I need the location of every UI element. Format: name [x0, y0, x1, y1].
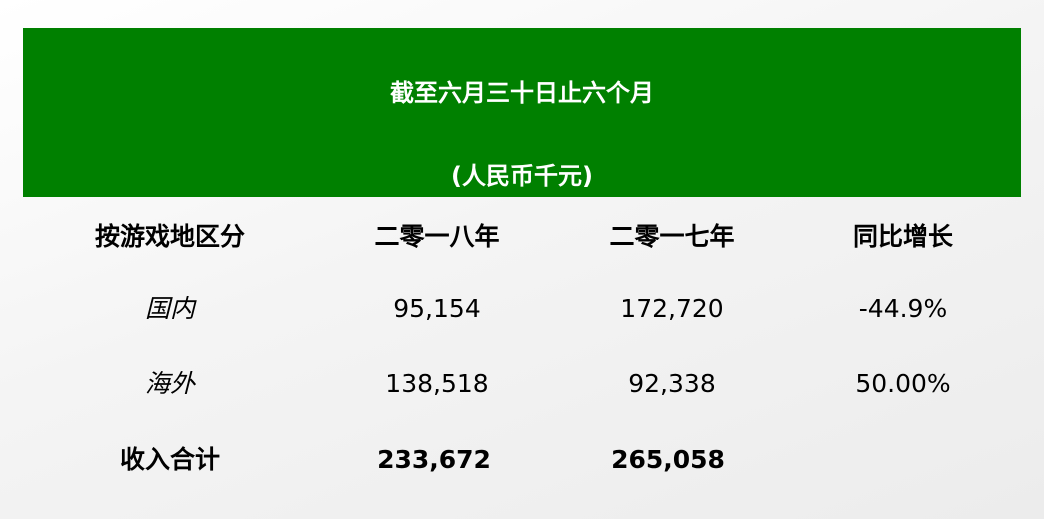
header-region: 按游戏地区分	[94, 222, 245, 251]
header-2017: 二零一七年	[609, 222, 735, 251]
row-overseas-2017: 92,338	[628, 369, 716, 398]
row-domestic-2018: 95,154	[393, 294, 481, 323]
row-overseas-growth: 50.00%	[855, 369, 951, 398]
row-domestic-growth: -44.9%	[858, 294, 948, 323]
row-overseas-label: 海外	[144, 369, 195, 398]
row-total-2017: 265,058	[611, 445, 725, 474]
banner-title: 截至六月三十日止六个月	[390, 79, 654, 107]
header-growth: 同比增长	[852, 222, 953, 251]
row-domestic-label: 国内	[144, 294, 195, 323]
row-total-2018: 233,672	[377, 445, 491, 474]
row-total-label: 收入合计	[119, 445, 220, 474]
title-banner: 截至六月三十日止六个月 (人民币千元)	[23, 28, 1021, 197]
row-domestic-2017: 172,720	[620, 294, 724, 323]
banner-unit: (人民币千元)	[451, 162, 593, 190]
header-2018: 二零一八年	[374, 222, 500, 251]
row-overseas-2018: 138,518	[385, 369, 489, 398]
